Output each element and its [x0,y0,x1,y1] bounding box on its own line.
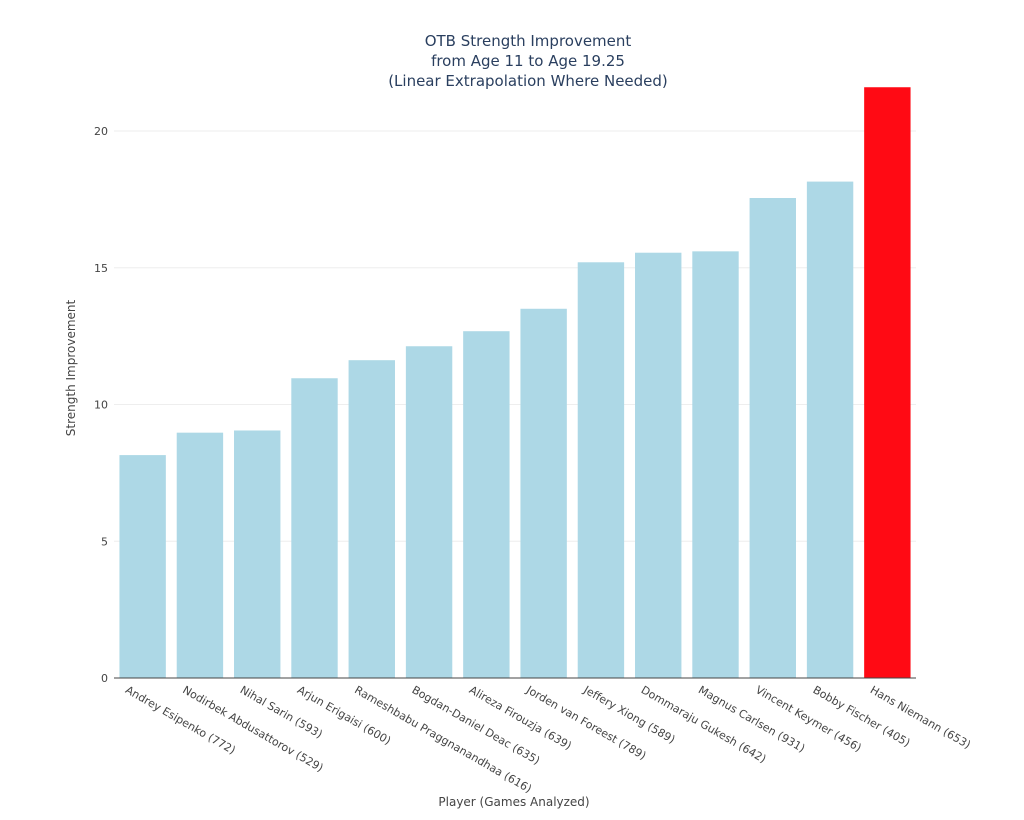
bar [864,87,911,679]
x-axis-title: Player (Games Analyzed) [438,795,589,809]
bar [635,252,682,678]
y-tick-labels: 0 5 10 15 20 [94,125,108,685]
bar [463,331,510,678]
bar [405,346,453,678]
bar [176,432,224,678]
y-tick-label: 15 [94,262,108,275]
x-tick-labels: Andrey Esipenko (772)Nodirbek Abdusattor… [123,683,973,796]
bar [291,378,338,678]
y-tick-label: 0 [101,672,108,685]
y-tick-label: 5 [101,535,108,548]
x-tick-label: Bobby Fischer (405) [811,683,913,749]
y-tick-label: 20 [94,125,108,138]
x-tick-label: Arjun Erigaisi (600) [295,683,393,747]
chart-title-line-2: from Age 11 to Age 19.25 [431,52,625,70]
bar [692,251,739,678]
bar [577,262,625,678]
bar [119,455,166,678]
bar [234,430,281,678]
y-tick-label: 10 [94,399,108,412]
y-axis-title: Strength Improvement [64,299,78,436]
chart-title: OTB Strength Improvement from Age 11 to … [388,32,668,90]
x-tick-label: Vincent Keymer (456) [753,683,863,754]
bars [119,87,911,679]
x-tick-label: Jeffery Xiong (589) [581,683,678,746]
x-tick-label: Alireza Firouzja (639) [467,683,574,752]
bar [806,181,854,678]
x-tick-label: Hans Niemann (653) [868,683,973,751]
bar [520,308,567,678]
bar [348,360,395,678]
chart-title-line-1: OTB Strength Improvement [425,32,632,50]
chart-title-line-3: (Linear Extrapolation Where Needed) [388,72,668,90]
bar [749,198,796,678]
